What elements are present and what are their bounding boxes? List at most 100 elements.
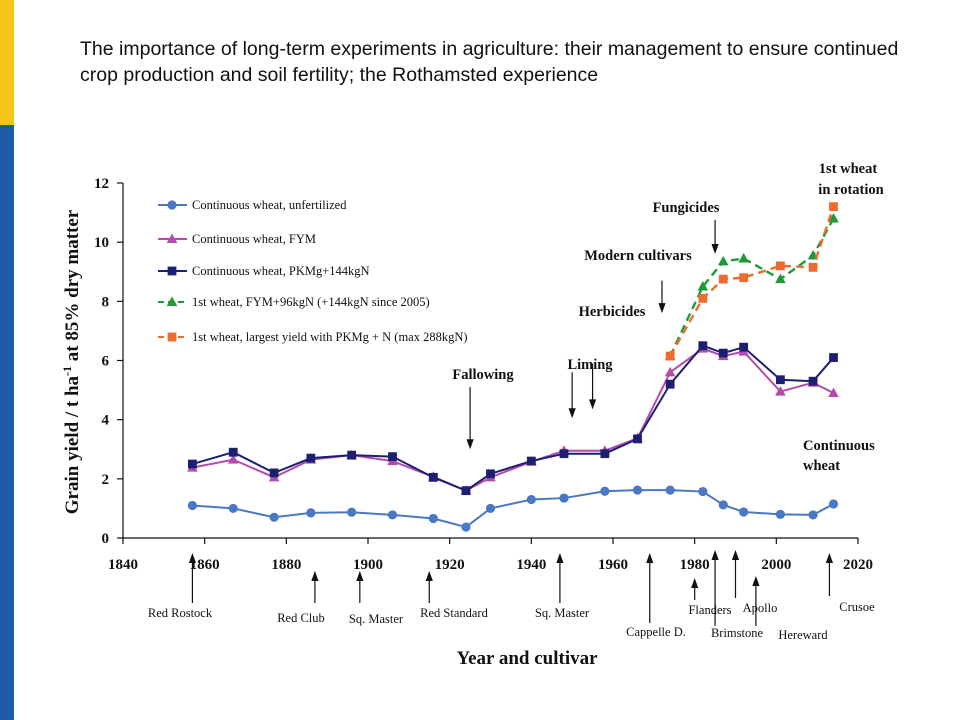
annotation-label: in rotation <box>818 182 883 198</box>
legend-label: Continuous wheat, unfertilized <box>192 198 347 212</box>
legend-label: 1st wheat, FYM+96kgN (+144kgN since 2005… <box>192 295 430 309</box>
x-tick-label: 2000 <box>761 557 791 573</box>
data-point <box>526 456 536 466</box>
cultivar-marker: Sq. Master <box>349 571 404 626</box>
cultivar-marker: Sq. Master <box>535 553 590 620</box>
y-axis-title-main: Grain yield / t ha <box>62 375 83 514</box>
cultivar-label: Hereward <box>778 628 828 642</box>
data-point <box>718 348 728 358</box>
cultivar-arrow <box>752 576 760 626</box>
data-point <box>718 274 728 284</box>
chart-series <box>187 202 839 532</box>
cultivar-arrow <box>691 578 699 600</box>
cultivar-label: Red Standard <box>420 606 488 620</box>
cultivar-arrow <box>425 571 433 603</box>
cultivar-arrow <box>356 571 364 603</box>
annotation-label: Modern cultivars <box>584 248 692 264</box>
cultivar-label: Sq. Master <box>349 612 404 626</box>
series-0 <box>187 485 839 532</box>
cultivar-arrow <box>646 553 654 623</box>
data-point <box>775 386 786 396</box>
data-point <box>461 522 471 532</box>
chart-annotations: Fallowing Liming Herbicides Modern cultivar… <box>452 161 883 474</box>
cultivar-label: Sq. Master <box>535 606 590 620</box>
cultivar-arrow <box>731 550 740 598</box>
series-line <box>669 217 835 357</box>
annotation-label: Liming <box>567 357 613 373</box>
cultivar-marker: Crusoe <box>825 553 875 614</box>
x-tick-label: 2020 <box>843 557 873 573</box>
cultivar-marker: Hereward <box>752 576 828 642</box>
data-point <box>829 202 838 212</box>
data-point <box>828 499 839 509</box>
annotation-arrow <box>588 363 597 410</box>
data-point <box>775 273 786 284</box>
data-point <box>738 252 749 263</box>
accent-bar-blue <box>0 125 14 720</box>
data-point <box>388 452 397 462</box>
data-point <box>269 468 279 478</box>
x-axis-title: Year and cultivar <box>456 648 598 669</box>
data-point <box>775 509 786 519</box>
y-tick-label: 8 <box>102 294 110 310</box>
series-line <box>192 489 834 529</box>
data-point <box>461 486 471 496</box>
cultivar-arrow <box>188 553 197 603</box>
annotation-arrow <box>466 387 474 450</box>
data-point <box>485 503 496 514</box>
data-point <box>808 510 818 520</box>
y-tick-label: 4 <box>102 413 110 429</box>
x-tick-label: 1920 <box>435 557 465 573</box>
annotation-label: 1st wheat <box>819 161 878 177</box>
annotation-arrow <box>658 280 666 314</box>
annotation-label: Fungicides <box>653 200 720 216</box>
series-3 <box>664 213 839 361</box>
legend-marker <box>167 266 177 276</box>
data-point <box>697 281 709 291</box>
x-tick-label: 1900 <box>353 557 383 573</box>
x-tick-label: 1980 <box>680 557 710 573</box>
cultivar-labels: Red Rostock Red Club Sq. Master Red Standar… <box>148 550 875 642</box>
data-point <box>665 485 675 495</box>
data-point <box>633 434 642 444</box>
data-point <box>739 342 749 352</box>
data-point <box>228 447 238 457</box>
y-axis-title: Grain yield / t ha-1 at 85% dry matter <box>60 209 83 514</box>
cultivar-marker: Apollo <box>731 550 778 615</box>
data-point <box>486 469 495 479</box>
data-point <box>717 255 729 266</box>
accent-bar-yellow <box>0 0 14 125</box>
data-point <box>808 262 818 272</box>
annotation-label: Fallowing <box>452 367 514 383</box>
series-4 <box>665 202 838 361</box>
cultivar-arrow <box>311 571 319 603</box>
data-point <box>665 379 675 389</box>
cultivar-marker: Red Club <box>277 571 325 625</box>
legend-marker <box>166 233 178 243</box>
cultivar-label: Apollo <box>743 601 778 615</box>
cultivar-marker: Red Rostock <box>148 553 213 620</box>
legend-marker <box>166 296 178 306</box>
data-point <box>428 472 438 482</box>
data-point <box>808 376 818 386</box>
cultivar-label: Crusoe <box>839 600 875 614</box>
legend-marker <box>167 200 177 210</box>
data-point <box>559 449 569 459</box>
data-point <box>526 494 536 505</box>
legend-item-4: 1st wheat, largest yield with PKMg + N (… <box>158 330 468 344</box>
data-point <box>698 486 708 497</box>
legend-item-1: Continuous wheat, FYM <box>158 232 316 246</box>
x-tick-label: 1840 <box>108 557 138 573</box>
cultivar-marker: Cappelle D. <box>626 553 686 639</box>
data-point <box>428 513 438 524</box>
data-point <box>347 450 357 460</box>
data-point <box>228 503 238 514</box>
data-point <box>347 507 357 517</box>
data-point <box>698 341 708 351</box>
cultivar-label: Cappelle D. <box>626 625 686 639</box>
x-tick-label: 1940 <box>516 557 546 573</box>
cultivar-marker: Flanders <box>688 578 732 617</box>
series-line <box>669 206 835 357</box>
annotation-label: Herbicides <box>579 304 646 320</box>
cultivar-arrow <box>711 550 719 626</box>
